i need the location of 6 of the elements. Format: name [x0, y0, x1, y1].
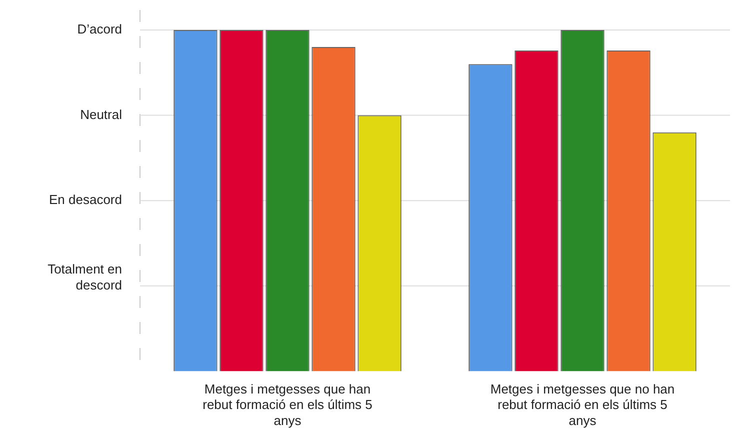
ref-line-label: En desacord [49, 192, 122, 208]
ref-line-label: D’acord [77, 22, 122, 37]
x-tick-label: Metges i metgesses que no han rebut formació en els últims 5 anys [490, 382, 675, 428]
ref-line-label: Totalment en descord [48, 261, 122, 292]
x-tick-label: Metges i metgesses que han rebut formació en els últims 5 anys [202, 382, 372, 428]
ref-line-label: Neutral [80, 106, 122, 122]
